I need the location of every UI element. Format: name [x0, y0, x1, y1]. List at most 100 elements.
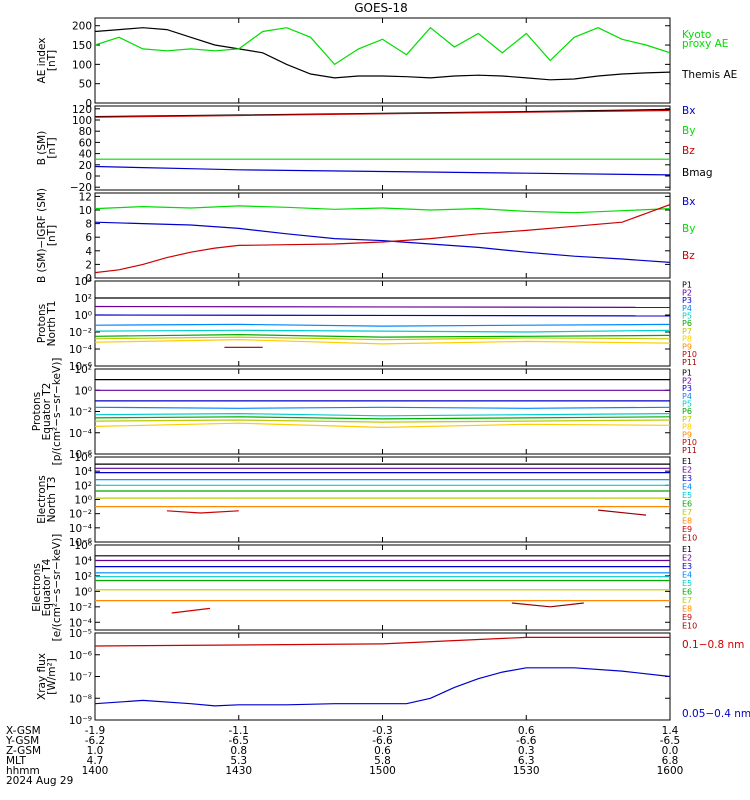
- panel-frame: [94, 280, 671, 367]
- series-group: [95, 297, 670, 348]
- legend-entry: 0.1−0.8 nm: [682, 639, 744, 651]
- legend-entry: Kyoto: [682, 29, 711, 41]
- y-axis-label: Protons: [31, 392, 43, 431]
- y-tick-label: 8: [85, 219, 92, 231]
- y-tick-label: 60: [79, 137, 92, 149]
- footer-value: -0.3: [372, 725, 393, 737]
- series-group: [95, 204, 670, 274]
- y-tick-label: 10⁻²: [69, 602, 92, 614]
- legend-entry: E10: [682, 622, 697, 631]
- series-line: [598, 509, 647, 516]
- y-tick-label: 10⁻⁶: [69, 650, 92, 662]
- y-axis-label: Equator T4: [41, 558, 53, 616]
- legend-entry: E1: [682, 457, 692, 466]
- y-tick-label: 10⁻⁵: [69, 628, 92, 640]
- y-tick-label: 40: [79, 149, 92, 161]
- legend-entry: P2: [682, 376, 692, 385]
- y-tick-label: 10⁰: [74, 586, 92, 598]
- legend-entry: E3: [682, 562, 692, 571]
- legend-entry: P1: [682, 281, 692, 290]
- legend-entry: Bx: [682, 196, 695, 208]
- series-line: [95, 221, 670, 263]
- legend-entry: Themis AE: [681, 69, 737, 81]
- y-tick-label: 10⁻²: [69, 327, 92, 339]
- legend-entry: Bz: [682, 250, 695, 262]
- chart-title: GOES-18: [354, 1, 408, 15]
- footer-value: 0.3: [518, 745, 535, 757]
- legend-entry: P5: [682, 399, 692, 408]
- series-line: [95, 412, 670, 417]
- footer-value: -6.2: [85, 735, 106, 747]
- y-axis-label: B (SM)−IGRF (SM): [36, 188, 48, 283]
- series-line: [95, 329, 670, 333]
- footer-value: -6.5: [660, 735, 681, 747]
- legend-entry: P11: [682, 358, 697, 367]
- series-group: [95, 555, 670, 614]
- footer-layer: X-GSM -1.9 -1.1 -0.3 0.6 1.4 Y-GSM -6.2 -6.5 -6.6…: [5, 725, 683, 787]
- legend-entry: Bmag: [682, 167, 713, 179]
- legend-entry: P9: [682, 342, 692, 351]
- panel-frame: [94, 17, 671, 104]
- legend-entry: P1: [682, 369, 692, 378]
- footer-row-label: X-GSM: [6, 725, 41, 737]
- y-tick-label: 10⁻⁴: [69, 428, 92, 440]
- y-tick-label: 6: [85, 232, 92, 244]
- series-group: [95, 26, 670, 81]
- series-line: [95, 204, 670, 274]
- series-line: [95, 205, 670, 214]
- legend-entry: E4: [682, 571, 692, 580]
- footer-value: 6.8: [662, 755, 679, 767]
- footer-value: 1.4: [662, 725, 679, 737]
- y-tick-label: 10²: [74, 364, 92, 376]
- footer-value: -1.9: [85, 725, 106, 737]
- y-tick-label: 10⁻⁸: [69, 693, 92, 705]
- legend-entry: Bz: [682, 145, 695, 157]
- panel-xray: 10⁻⁹ 10⁻⁸ 10⁻⁷ 10⁻⁶ 10⁻⁵ Xray flux[W/m²] 0.1−0…: [36, 628, 750, 727]
- y-axis-label: [e/(cm²−s−sr−keV)]: [51, 534, 63, 642]
- series-line: [95, 323, 670, 327]
- legend-entry: E7: [682, 596, 692, 605]
- series-group: [95, 463, 670, 516]
- footer-value: 1500: [369, 765, 396, 777]
- panel-frame: [94, 544, 671, 631]
- footer-row-label: hhmm: [6, 765, 40, 777]
- footer-value: 1530: [513, 765, 540, 777]
- y-tick-label: 2: [85, 259, 92, 271]
- footer-value: 1.0: [87, 745, 104, 757]
- legend-entry: Bx: [682, 105, 695, 117]
- series-line: [95, 338, 670, 345]
- y-tick-label: 10⁻⁴: [69, 617, 92, 629]
- y-tick-label: 10²: [74, 480, 92, 492]
- footer-value: 1600: [657, 765, 684, 777]
- y-axis-label: North T3: [46, 477, 58, 523]
- footer-value: 5.8: [374, 755, 391, 767]
- y-tick-label: 100: [72, 115, 92, 127]
- y-tick-label: 20: [79, 160, 92, 172]
- series-line: [95, 333, 670, 338]
- y-tick-label: 10⁴: [74, 466, 92, 478]
- panel-frame: [94, 632, 671, 721]
- y-axis-label: Protons: [36, 304, 48, 343]
- legend-entry: E4: [682, 483, 692, 492]
- legend-entry: E5: [682, 579, 692, 588]
- series-line: [95, 636, 670, 647]
- footer-row-label: Y-GSM: [5, 735, 39, 747]
- panel-bsm_igrf: 0 24 68 10 12 B (SM)−IGRF (SM)[nT] Bx By Bz: [36, 188, 695, 285]
- legend-entry: P4: [682, 392, 692, 401]
- legend-entry: E8: [682, 605, 692, 614]
- y-axis-label: [nT]: [46, 50, 58, 71]
- footer-date: 2024 Aug 29: [6, 775, 73, 787]
- y-axis-label: [nT]: [46, 137, 58, 158]
- y-tick-label: 4: [85, 246, 92, 258]
- footer-value: -6.5: [229, 735, 250, 747]
- footer-value: 0.6: [374, 745, 391, 757]
- y-tick-label: 10⁰: [74, 310, 92, 322]
- legend-entry: E2: [682, 554, 692, 563]
- y-axis-label: AE index: [36, 38, 48, 84]
- series-line: [95, 27, 670, 81]
- legend-entry: P10: [682, 350, 697, 359]
- footer-value: -1.1: [229, 725, 250, 737]
